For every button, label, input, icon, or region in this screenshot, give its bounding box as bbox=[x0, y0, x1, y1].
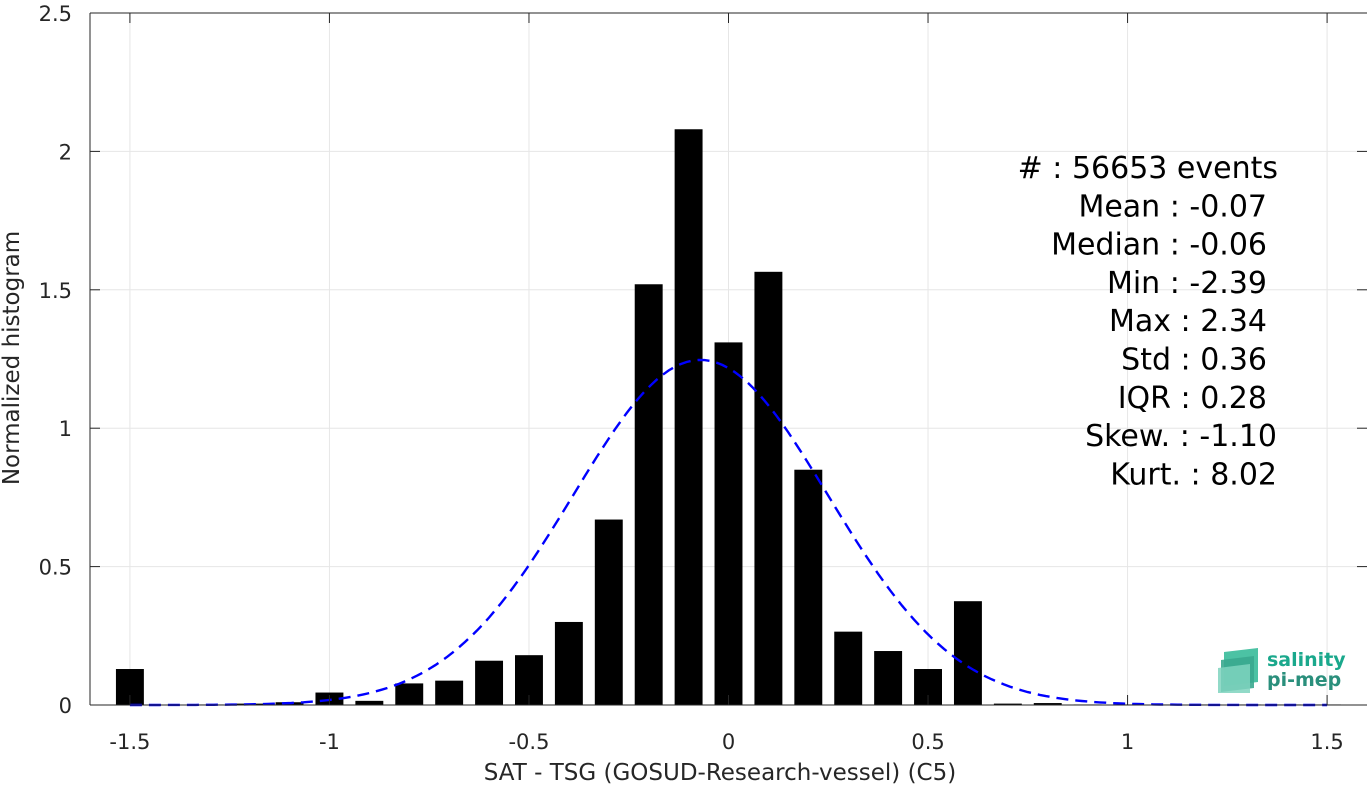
x-axis-title: SAT - TSG (GOSUD-Research-vessel) (C5) bbox=[484, 760, 956, 785]
y-axis-ticks: 0 0.5 1 1.5 2 2.5 bbox=[39, 2, 1367, 718]
histogram-bar bbox=[993, 703, 1022, 705]
histogram-bar bbox=[1033, 703, 1062, 705]
logo-text-salinity: salinity bbox=[1267, 649, 1346, 671]
histogram-bar bbox=[714, 342, 743, 705]
logo-mark-icon bbox=[1218, 648, 1258, 693]
histogram-bar bbox=[395, 683, 424, 705]
stats-line: Std : 0.36 bbox=[1121, 343, 1267, 378]
y-tick-label: 0.5 bbox=[39, 556, 72, 580]
x-tick-label: 1 bbox=[1121, 730, 1134, 754]
histogram-bar bbox=[554, 621, 583, 705]
y-tick-label: 2 bbox=[59, 140, 72, 164]
histogram-bar bbox=[953, 601, 982, 705]
x-tick-label: -1 bbox=[319, 730, 340, 754]
histogram-bar bbox=[794, 469, 823, 705]
y-tick-label: 2.5 bbox=[39, 2, 72, 26]
histogram-bar bbox=[874, 651, 903, 705]
logo-text-pimep: pi-mep bbox=[1267, 669, 1341, 691]
stats-line: IQR : 0.28 bbox=[1118, 381, 1267, 416]
x-tick-label: -0.5 bbox=[508, 730, 549, 754]
x-axis-ticks: -1.5 -1 -0.5 0 0.5 1 1.5 bbox=[109, 13, 1344, 754]
x-tick-label: 0 bbox=[722, 730, 735, 754]
histogram-bar bbox=[674, 129, 703, 706]
histogram-bar bbox=[435, 680, 464, 705]
stats-line: Skew. : -1.10 bbox=[1085, 419, 1277, 454]
stats-line: Mean : -0.07 bbox=[1078, 189, 1267, 224]
stats-line: Min : -2.39 bbox=[1107, 266, 1267, 301]
histogram-bars bbox=[115, 129, 1342, 706]
stats-line: Kurt. : 8.02 bbox=[1110, 457, 1277, 492]
x-tick-label: -1.5 bbox=[109, 730, 150, 754]
histogram-bar bbox=[834, 631, 863, 705]
histogram-bar bbox=[754, 271, 783, 705]
y-tick-label: 0 bbox=[59, 694, 72, 718]
histogram-bar bbox=[634, 284, 663, 705]
histogram-bar bbox=[594, 519, 623, 705]
histogram-bar bbox=[355, 700, 384, 705]
x-tick-label: 1.5 bbox=[1310, 730, 1343, 754]
stats-line: # : 56653 events bbox=[1018, 151, 1278, 186]
y-tick-label: 1 bbox=[59, 417, 72, 441]
y-tick-label: 1.5 bbox=[39, 279, 72, 303]
stats-line: Median : -0.06 bbox=[1051, 228, 1267, 263]
stats-line: Max : 2.34 bbox=[1109, 304, 1267, 339]
x-tick-label: 0.5 bbox=[911, 730, 944, 754]
histogram-bar bbox=[475, 660, 504, 705]
salinity-pi-mep-logo: salinity pi-mep bbox=[1218, 648, 1346, 693]
y-axis-title: Normalized histogram bbox=[0, 231, 25, 485]
